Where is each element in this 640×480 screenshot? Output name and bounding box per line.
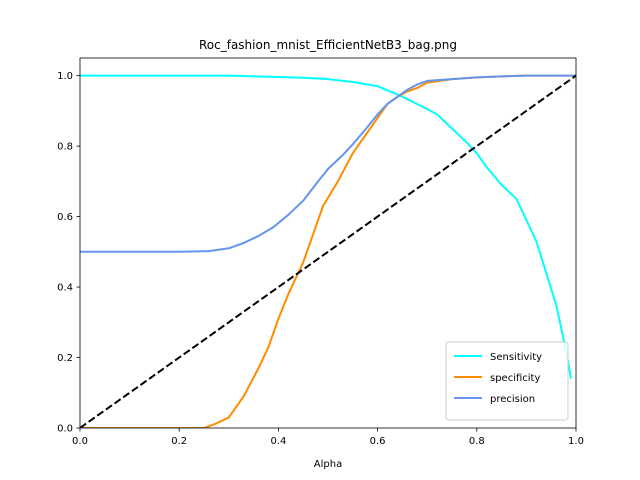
y-tick-label: 0.0 [57, 424, 73, 435]
legend-label: specificity [490, 373, 540, 384]
x-tick-label: 0.8 [469, 436, 485, 447]
diagonal-reference-line [80, 74, 576, 428]
legend: Sensitivity specificity precision [445, 341, 569, 421]
y-tick-label: 0.2 [57, 353, 73, 364]
x-tick-label: 0.0 [72, 436, 88, 447]
y-tick-label: 0.8 [57, 142, 73, 153]
x-tick-label: 0.6 [370, 436, 386, 447]
y-tick-label: 1.0 [57, 71, 73, 82]
x-tick-label: 0.2 [171, 436, 187, 447]
series-line-sensitivity [80, 74, 573, 379]
axes-frame [79, 57, 577, 429]
y-tick-label: 0.4 [57, 283, 73, 294]
legend-label: precision [490, 394, 535, 405]
legend-box [445, 341, 569, 421]
x-tick-label: 0.4 [270, 436, 286, 447]
legend-label: Sensitivity [490, 352, 542, 363]
x-axis-label: Alpha [314, 459, 342, 470]
y-tick-label: 0.6 [57, 212, 73, 223]
plot-area: 0.0 0.2 0.4 0.6 0.8 1.0 0.0 0.2 0.4 0.6 0.8 1.0 [57, 57, 584, 447]
series-line-precision [80, 74, 576, 253]
series-group [80, 74, 576, 428]
chart-title: Roc_fashion_mnist_EfficientNetB3_bag.png [199, 38, 457, 52]
x-tick-label: 1.0 [568, 436, 584, 447]
